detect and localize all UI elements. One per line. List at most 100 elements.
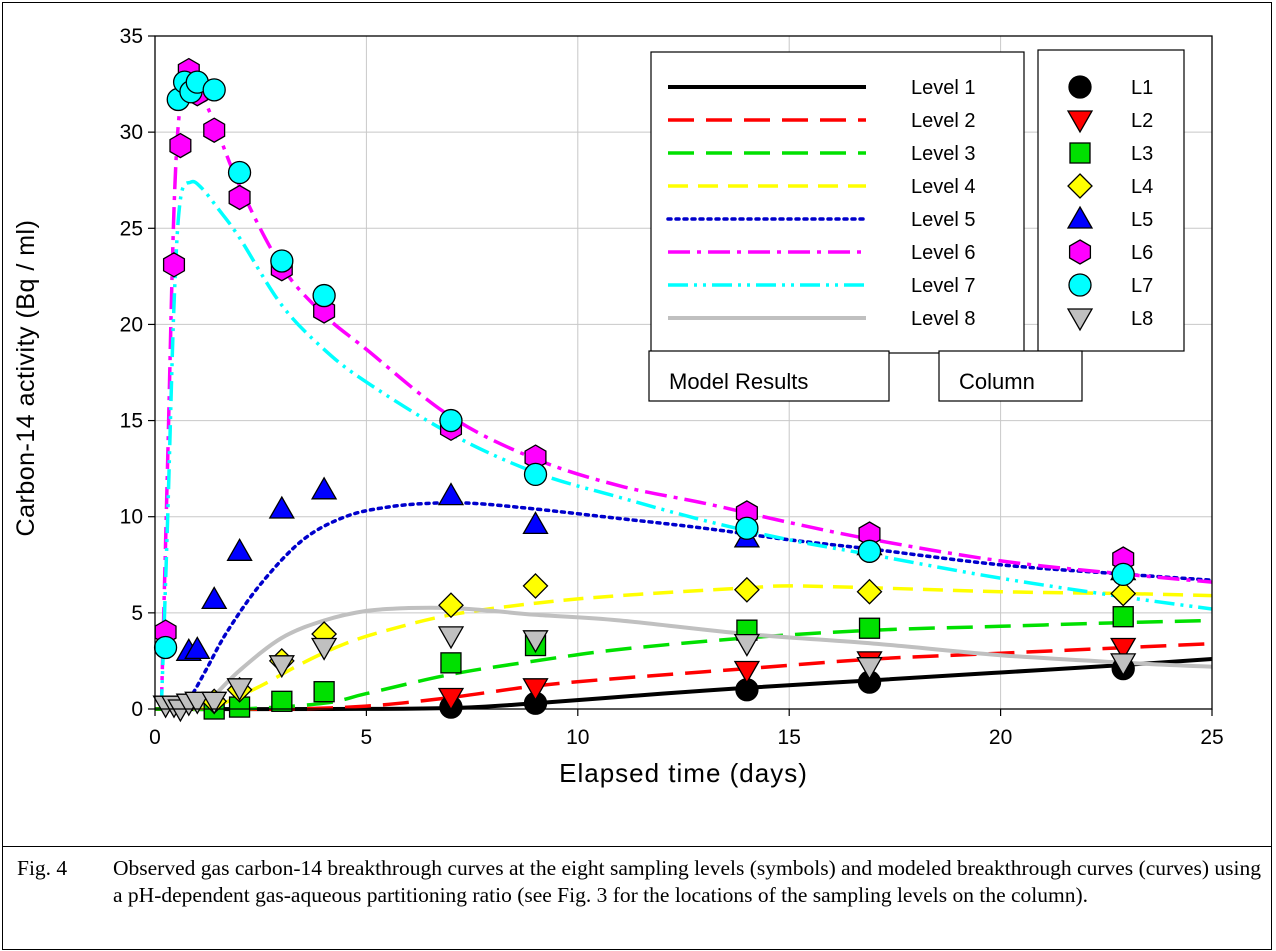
observed-point-l8 [226,678,253,702]
observed-point-l5 [522,511,549,535]
y-tick-label: 15 [120,410,143,433]
legend-marker-l3 [1069,142,1091,164]
model-curve-level-4 [192,584,1213,711]
observed-point-l4 [1110,580,1137,607]
legend-marker-l2 [1066,110,1094,134]
observed-point-l5 [437,482,465,506]
legend-label-l2: L2 [1131,110,1153,132]
legend-label-level-2: Level 2 [911,110,976,132]
legend-column: Column L1 L2 L3 L4 L5 L6 L7 L8 [938,49,1185,402]
x-tick-label: 5 [361,726,373,749]
observed-point-l2 [522,678,549,702]
observed-point-l3 [440,652,462,674]
legend-marker-l5 [1066,205,1094,229]
legend-label-level-4: Level 4 [911,176,976,198]
y-tick-label: 25 [120,217,143,240]
figure-caption: Fig. 4 Observed gas carbon-14 breakthrou… [17,855,1261,908]
observed-point-l4 [856,578,883,605]
legend-marker-l4 [1067,173,1093,199]
legend-column-title: Column [959,369,1035,394]
observed-point-l7 [227,160,252,185]
observed-point-l8 [310,637,338,661]
caption-text: Observed gas carbon-14 breakthrough curv… [113,856,1261,907]
legend-label-level-8: Level 8 [911,308,976,330]
legend-marker-l1 [1068,75,1092,99]
observed-point-l7 [153,635,178,660]
model-curve-level-3 [154,618,1213,712]
observed-point-l6 [228,184,251,211]
legend-label-level-7: Level 7 [911,275,976,297]
caption-frame: Fig. 4 Observed gas carbon-14 breakthrou… [2,846,1272,950]
observed-point-l7 [439,408,463,433]
observed-point-l5 [310,476,338,500]
legend-label-level-3: Level 3 [911,143,976,165]
observed-point-l4 [522,572,549,599]
y-tick-label: 10 [120,506,143,529]
observed-point-l6 [203,117,226,143]
observed-point-l3 [271,690,293,712]
y-tick-label: 20 [120,313,143,336]
legend-model-results: Model Results Level 1 Level 2 Level 3 Level… [648,51,1025,402]
observed-point-l8 [1110,653,1137,677]
legend-label-l6: L6 [1131,242,1153,264]
x-tick-label: 25 [1200,726,1223,749]
legend-column-box [1037,49,1185,352]
observed-point-l7 [202,78,226,102]
observed-point-l4 [733,576,760,603]
observed-point-l7 [1111,562,1135,587]
caption-label: Fig. 4 [17,856,68,880]
observed-point-l7 [857,539,882,563]
observed-point-l7 [312,283,336,308]
legend-column-title-box [938,350,1083,402]
observed-point-l7 [270,249,294,273]
observed-point-l8 [268,655,295,679]
observed-point-l6 [162,252,186,278]
observed-point-l5 [184,636,211,660]
legend-label-l5: L5 [1131,209,1153,231]
y-tick-label: 35 [120,25,143,48]
observed-point-l4 [438,592,464,619]
observed-markers [152,57,1137,723]
observed-point-l3 [313,681,335,703]
observed-point-l7 [523,462,548,487]
observed-point-l8 [856,657,883,681]
observed-point-l3 [858,617,881,639]
x-axis-label: Elapsed time (days) [559,758,808,788]
legend-marker-l8 [1066,308,1094,332]
legend-label-l1: L1 [1131,77,1153,99]
legend-marker-l6 [1068,239,1092,265]
observed-point-l5 [268,495,295,519]
plot-area-border [154,35,1213,710]
x-tick-label: 0 [149,726,161,749]
observed-point-l5 [226,537,253,561]
legend-label-level-5: Level 5 [911,209,976,231]
y-tick-label: 0 [131,698,143,721]
model-curve-level-2 [154,641,1213,711]
observed-point-l6 [169,132,192,159]
x-tick-label: 20 [989,726,1012,749]
model-curve-level-6 [159,77,1213,710]
observed-point-l2 [437,687,465,711]
observed-point-l8 [201,691,228,715]
legend-model-box [650,51,1025,354]
observed-point-l7 [735,516,759,540]
model-curve-level-8 [192,605,1213,711]
observed-point-l2 [1110,637,1137,661]
x-tick-label: 10 [566,726,589,749]
legend-label-l7: L7 [1131,275,1153,297]
observed-point-l8 [437,626,465,650]
observed-point-l3 [1112,606,1134,628]
axis-ticks: 0 5 10 15 20 25 0 5 10 15 20 25 30 35 [120,25,1224,749]
observed-point-l8 [522,630,549,654]
legend-label-level-6: Level 6 [911,242,976,264]
model-curve-level-5 [174,500,1214,711]
observed-point-l8 [733,633,761,657]
legend-label-l4: L4 [1131,176,1153,198]
legend-label-l8: L8 [1131,308,1153,330]
legend-model-title: Model Results [669,369,808,394]
chart-plot: 0 5 10 15 20 25 0 5 10 15 20 25 30 35 Model Results L… [120,25,1224,749]
observed-point-l5 [201,586,228,610]
y-tick-label: 5 [131,602,143,625]
observed-point-l2 [733,660,761,684]
legend-marker-l7 [1068,273,1092,297]
